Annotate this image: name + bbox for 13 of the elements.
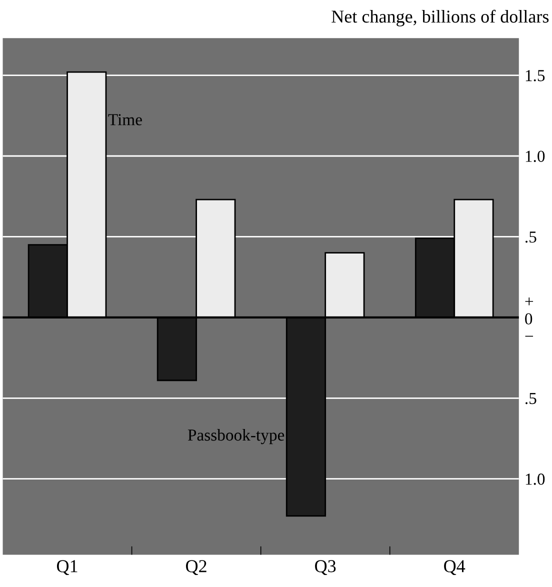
series-label: Passbook-type: [188, 428, 284, 444]
y-tick-label: 1.0: [526, 474, 545, 485]
series-label: Time: [108, 114, 142, 126]
y-tick-label: .5: [526, 393, 536, 404]
y-tick-label: 1.0: [526, 150, 545, 162]
y-axis-title: Net change, billions of dollars: [332, 10, 549, 26]
x-tick-label: Q4: [444, 560, 466, 576]
x-tick-label: Q2: [186, 560, 206, 576]
y-tick-label: 1.5: [526, 70, 545, 82]
y-tick-label: + 0 −: [525, 298, 534, 337]
y-tick-label: .5: [526, 232, 536, 243]
x-tick-label: Q1: [56, 560, 78, 576]
x-tick-label: Q3: [315, 560, 336, 576]
